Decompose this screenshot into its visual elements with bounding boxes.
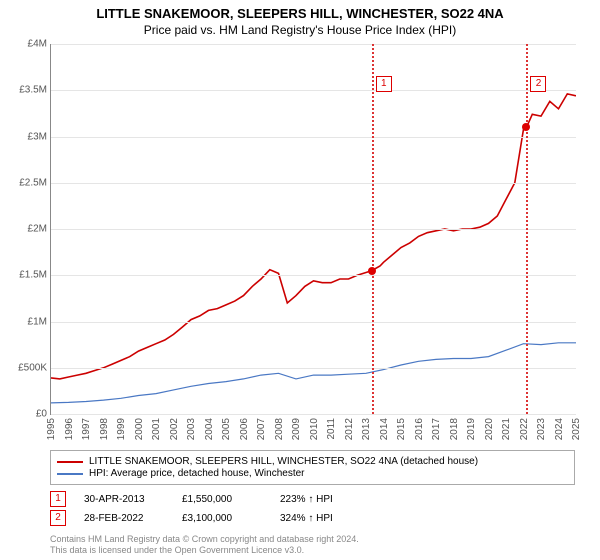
event-date: 30-APR-2013 <box>84 494 164 505</box>
x-axis-label: 2007 <box>256 418 267 440</box>
event-marker <box>368 267 376 275</box>
series-line <box>51 343 576 403</box>
y-axis-label: £2.5M <box>19 177 47 188</box>
x-axis-label: 2021 <box>501 418 512 440</box>
x-axis-label: 2006 <box>239 418 250 440</box>
legend-swatch-0 <box>57 461 83 463</box>
legend-item: LITTLE SNAKEMOOR, SLEEPERS HILL, WINCHES… <box>57 456 568 467</box>
gridline <box>51 368 576 369</box>
event-price: £3,100,000 <box>182 513 262 524</box>
x-axis-label: 1995 <box>46 418 57 440</box>
event-price: £1,550,000 <box>182 494 262 505</box>
x-axis-label: 1999 <box>116 418 127 440</box>
event-badge-inline: 2 <box>50 510 66 526</box>
gridline <box>51 414 576 415</box>
event-badge: 2 <box>530 76 546 92</box>
x-axis-label: 2001 <box>151 418 162 440</box>
chart-area: £0£500K£1M£1.5M£2M£2.5M£3M£3.5M£4M199519… <box>50 44 576 415</box>
y-axis-label: £1.5M <box>19 270 47 281</box>
y-axis-label: £1M <box>28 316 47 327</box>
event-pct: 223% ↑ HPI <box>280 494 360 505</box>
x-axis-label: 2016 <box>414 418 425 440</box>
x-axis-label: 2019 <box>466 418 477 440</box>
legend: LITTLE SNAKEMOOR, SLEEPERS HILL, WINCHES… <box>50 450 575 485</box>
x-axis-label: 1998 <box>99 418 110 440</box>
page-title: LITTLE SNAKEMOOR, SLEEPERS HILL, WINCHES… <box>0 0 600 21</box>
legend-label: HPI: Average price, detached house, Winc… <box>89 468 305 479</box>
gridline <box>51 44 576 45</box>
gridline <box>51 275 576 276</box>
x-axis-label: 2010 <box>309 418 320 440</box>
x-axis-label: 2004 <box>204 418 215 440</box>
x-axis-label: 2012 <box>344 418 355 440</box>
y-axis-label: £500K <box>18 362 47 373</box>
event-row: 1 30-APR-2013 £1,550,000 223% ↑ HPI <box>50 491 575 507</box>
gridline <box>51 229 576 230</box>
x-axis-label: 2011 <box>326 418 337 440</box>
gridline <box>51 322 576 323</box>
event-vline <box>372 44 374 414</box>
legend-label: LITTLE SNAKEMOOR, SLEEPERS HILL, WINCHES… <box>89 456 478 467</box>
event-pct: 324% ↑ HPI <box>280 513 360 524</box>
gridline <box>51 137 576 138</box>
x-axis-label: 2013 <box>361 418 372 440</box>
event-vline <box>526 44 528 414</box>
legend-item: HPI: Average price, detached house, Winc… <box>57 468 568 479</box>
events-table: 1 30-APR-2013 £1,550,000 223% ↑ HPI 2 28-FEB-… <box>50 488 575 529</box>
x-axis-label: 2000 <box>134 418 145 440</box>
x-axis-label: 2014 <box>379 418 390 440</box>
event-date: 28-FEB-2022 <box>84 513 164 524</box>
page-subtitle: Price paid vs. HM Land Registry's House … <box>0 21 600 37</box>
x-axis-label: 2023 <box>536 418 547 440</box>
x-axis-label: 2015 <box>396 418 407 440</box>
y-axis-label: £4M <box>28 39 47 50</box>
x-axis-label: 2005 <box>221 418 232 440</box>
y-axis-label: £2M <box>28 224 47 235</box>
x-axis-label: 2003 <box>186 418 197 440</box>
x-axis-label: 2008 <box>274 418 285 440</box>
x-axis-label: 2020 <box>484 418 495 440</box>
y-axis-label: £3.5M <box>19 85 47 96</box>
y-axis-label: £3M <box>28 131 47 142</box>
event-marker <box>522 123 530 131</box>
credits-line: Contains HM Land Registry data © Crown c… <box>50 534 575 545</box>
x-axis-label: 2017 <box>431 418 442 440</box>
x-axis-label: 1997 <box>81 418 92 440</box>
x-axis-label: 2018 <box>449 418 460 440</box>
x-axis-label: 1996 <box>64 418 75 440</box>
x-axis-label: 2025 <box>571 418 582 440</box>
event-badge-inline: 1 <box>50 491 66 507</box>
credits-line: This data is licensed under the Open Gov… <box>50 545 575 556</box>
x-axis-label: 2024 <box>554 418 565 440</box>
gridline <box>51 90 576 91</box>
x-axis-label: 2009 <box>291 418 302 440</box>
event-badge: 1 <box>376 76 392 92</box>
credits: Contains HM Land Registry data © Crown c… <box>50 534 575 556</box>
x-axis-label: 2002 <box>169 418 180 440</box>
event-row: 2 28-FEB-2022 £3,100,000 324% ↑ HPI <box>50 510 575 526</box>
legend-swatch-1 <box>57 473 83 475</box>
gridline <box>51 183 576 184</box>
x-axis-label: 2022 <box>519 418 530 440</box>
